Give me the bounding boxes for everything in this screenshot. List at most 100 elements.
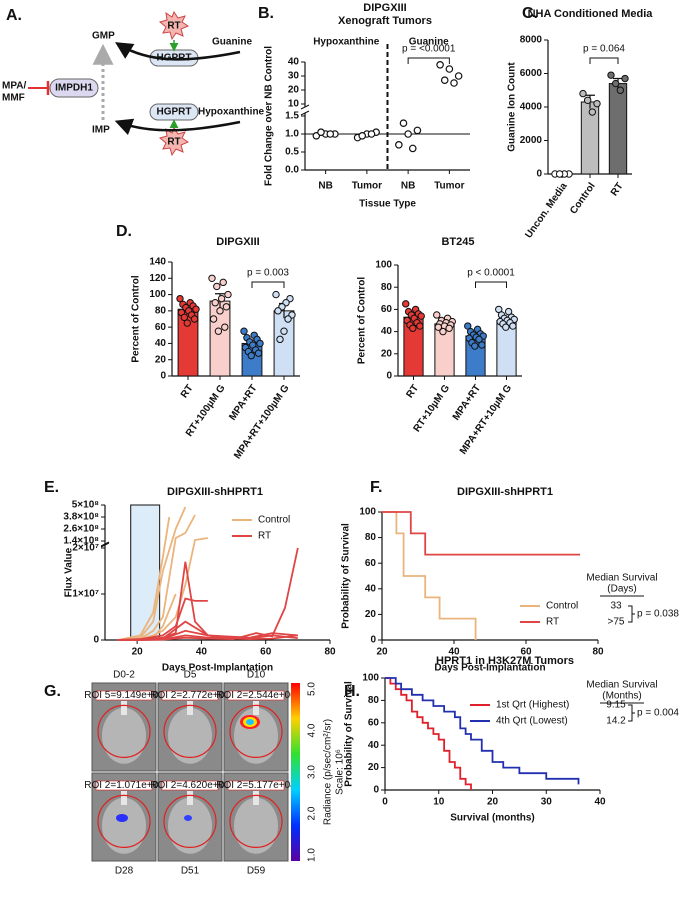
data-point bbox=[416, 322, 424, 330]
axis-break bbox=[300, 104, 310, 110]
y-tick-label: 60 bbox=[155, 322, 167, 333]
chart-subtitle: Xenograft Tumors bbox=[338, 15, 432, 27]
data-point bbox=[222, 303, 231, 311]
data-point bbox=[254, 349, 263, 357]
bar bbox=[608, 83, 628, 175]
data-point bbox=[211, 299, 219, 307]
significance-bracket bbox=[589, 57, 619, 64]
y-tick-label: 0.0 bbox=[285, 165, 299, 176]
y-tick-label: 60 bbox=[381, 304, 393, 315]
survival-curve bbox=[382, 511, 580, 556]
panel-label: F. bbox=[370, 479, 382, 496]
panel-label: G. bbox=[44, 683, 61, 700]
data-point bbox=[317, 128, 325, 137]
signal bbox=[184, 815, 192, 821]
y-axis-label: Probability of Survival bbox=[344, 681, 355, 787]
x-tick-label: MPA+RT+100µM G bbox=[232, 383, 292, 461]
chart-title: DIPGXIII bbox=[216, 236, 259, 248]
y-tick-label: 6000 bbox=[520, 68, 543, 79]
series-line bbox=[117, 516, 171, 641]
x-tick-label: 20 bbox=[376, 647, 388, 658]
x-axis-label: Tissue Type bbox=[359, 199, 416, 210]
y-tick-label: 100 bbox=[375, 260, 392, 271]
median-value: 33 bbox=[610, 601, 622, 612]
data-point bbox=[221, 323, 229, 331]
roi-label: ROI 2=5.177e+04 bbox=[216, 780, 296, 791]
pathway-diagram: A. GMP IMP MPA/ MMF IMPDH1 HGPRT HGPRT R… bbox=[2, 7, 265, 157]
legend-label: RT bbox=[546, 617, 559, 628]
p-bracket bbox=[628, 605, 635, 623]
data-point bbox=[583, 96, 592, 105]
survival-curve bbox=[385, 677, 580, 785]
annotation: p = 0.064 bbox=[583, 44, 625, 55]
data-point bbox=[176, 294, 184, 303]
significance-bracket bbox=[475, 281, 507, 288]
legend-label: RT bbox=[258, 531, 271, 542]
data-point bbox=[213, 282, 221, 291]
roi-circle bbox=[229, 794, 283, 849]
data-point bbox=[454, 72, 463, 80]
mouse-head bbox=[234, 707, 278, 764]
y-axis-label: Percent of Control bbox=[357, 277, 368, 364]
day-label: D51 bbox=[181, 866, 200, 877]
x-tick-label: MPA+RT bbox=[227, 383, 259, 423]
y-tick-label: 20 bbox=[368, 762, 380, 773]
data-point bbox=[180, 313, 189, 322]
data-point bbox=[611, 79, 620, 88]
data-point bbox=[190, 315, 199, 323]
node-gmp: GMP bbox=[92, 31, 115, 42]
data-point bbox=[478, 341, 486, 349]
data-point bbox=[509, 322, 517, 330]
y-tick-label: 2.6×10⁸ bbox=[63, 524, 99, 535]
colorbar-tick: 5.0 bbox=[307, 682, 318, 696]
data-point bbox=[417, 312, 425, 320]
data-point bbox=[209, 315, 218, 323]
x-tick-label: NB bbox=[401, 181, 415, 192]
ear-tag bbox=[253, 791, 259, 805]
x-tick-label: 80 bbox=[324, 647, 336, 658]
rt-burst bbox=[158, 126, 190, 157]
y-tick-label: 0 bbox=[370, 635, 376, 646]
data-point bbox=[471, 342, 479, 350]
roi-box bbox=[161, 780, 219, 791]
x-tick-label: 40 bbox=[448, 647, 460, 658]
data-point bbox=[439, 327, 447, 336]
rt-label: RT bbox=[167, 21, 180, 32]
x-tick-label: 20 bbox=[487, 797, 499, 808]
inhibitor: MPA/ bbox=[2, 81, 26, 92]
x-tick-label: RT bbox=[609, 181, 626, 198]
x-tick-label: MPA+RT bbox=[451, 383, 483, 423]
data-point bbox=[616, 86, 625, 94]
data-point bbox=[272, 290, 280, 299]
panel-label: A. bbox=[6, 7, 22, 24]
colorbar-tick: 1.0 bbox=[307, 848, 318, 862]
x-tick-label: 10 bbox=[433, 797, 445, 808]
data-point bbox=[450, 79, 458, 87]
y-tick-label: 120 bbox=[149, 273, 166, 284]
data-point bbox=[256, 339, 264, 348]
data-point bbox=[216, 307, 224, 315]
data-point bbox=[588, 108, 597, 116]
y-tick-label: 100 bbox=[149, 289, 166, 300]
y-tick-label: 5×10⁸ bbox=[72, 500, 100, 511]
median-header: Median Survival bbox=[586, 573, 657, 584]
y-tick-label: 40 bbox=[155, 338, 167, 349]
y-tick-label: 80 bbox=[368, 695, 380, 706]
data-point bbox=[214, 327, 223, 335]
day-label: D59 bbox=[247, 866, 266, 877]
y-tick-label: 40 bbox=[381, 326, 393, 337]
y-tick-label: 0 bbox=[536, 169, 542, 180]
data-point bbox=[445, 65, 454, 73]
y-tick-label: 1.0 bbox=[285, 129, 299, 140]
x-axis-label: Days Post-Implantation bbox=[162, 663, 273, 674]
mouse-head bbox=[102, 797, 146, 854]
data-point bbox=[440, 76, 449, 85]
x-tick-label: Tumor bbox=[352, 181, 382, 192]
enzyme-label: HGPRT bbox=[157, 107, 192, 118]
x-tick-label: Tumor bbox=[434, 181, 464, 192]
mouse-head bbox=[234, 797, 278, 854]
mouse-head bbox=[168, 797, 212, 854]
data-point bbox=[395, 141, 403, 149]
panel-label: H. bbox=[344, 683, 360, 700]
median-value: 14.2 bbox=[606, 716, 626, 727]
